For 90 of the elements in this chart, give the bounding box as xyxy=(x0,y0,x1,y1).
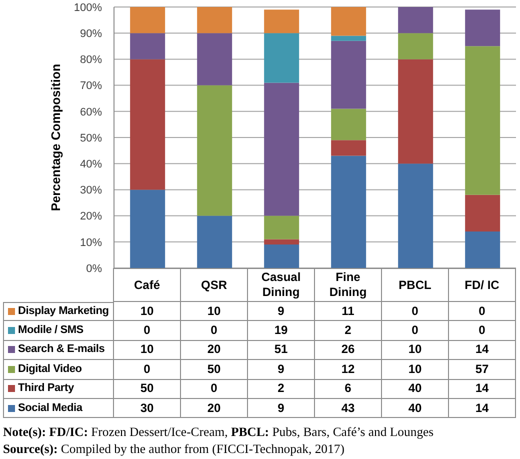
y-tick-label: 0% xyxy=(86,262,102,275)
y-axis-title: Percentage Composition xyxy=(49,64,63,212)
data-label: 40 xyxy=(382,399,449,418)
bar xyxy=(264,239,300,245)
bar xyxy=(130,7,166,34)
y-tick-label: 70% xyxy=(80,80,102,92)
bar xyxy=(264,244,300,268)
data-label: 50 xyxy=(181,360,248,380)
text: Note(s): FD/IC: Frozen Dessert/Ice-Cream, PBCL: Pubs, Bars, Café’s and Lounges xyxy=(3,425,434,440)
data-label: 12 xyxy=(315,360,382,380)
y-tick-label: 50% xyxy=(80,132,102,144)
x-tick-label: FD/ IC xyxy=(464,278,500,292)
data-label: 0 xyxy=(449,302,516,322)
bar xyxy=(331,7,366,36)
data-label: 0 xyxy=(382,302,449,322)
x-tick-label: PBCL xyxy=(398,278,432,292)
legend-label: Search & E-mails xyxy=(18,342,105,358)
y-tick-label: 60% xyxy=(80,106,102,118)
bar xyxy=(465,46,500,195)
data-label: 50 xyxy=(114,380,181,399)
data-label: 11 xyxy=(315,302,382,322)
data-label: 10 xyxy=(181,302,248,322)
data-label: 0 xyxy=(114,321,181,341)
data-label: 30 xyxy=(114,399,181,418)
data-label: 9 xyxy=(248,360,315,380)
bar xyxy=(197,85,232,216)
data-label: 6 xyxy=(315,380,382,399)
data-label: 10 xyxy=(114,340,181,360)
data-label: 9 xyxy=(248,399,315,418)
data-label: 0 xyxy=(382,321,449,341)
bar xyxy=(264,33,300,83)
data-label: 10 xyxy=(382,340,449,360)
data-label: 0 xyxy=(181,321,248,341)
y-tick-label: 40% xyxy=(80,158,102,171)
x-tick-label: Casual Dining xyxy=(260,270,302,300)
bar xyxy=(264,216,300,240)
bar xyxy=(331,156,366,268)
bar xyxy=(465,231,500,268)
bar xyxy=(331,36,366,41)
legend-label: Modile / SMS xyxy=(18,323,84,338)
bar xyxy=(398,33,434,60)
bar xyxy=(331,40,366,109)
bar xyxy=(331,140,366,156)
data-label: 2 xyxy=(315,321,382,341)
bar xyxy=(331,108,366,140)
bar xyxy=(130,190,166,268)
data-label: 10 xyxy=(114,302,181,322)
data-label: 9 xyxy=(248,302,315,322)
bar xyxy=(264,10,300,34)
legend-label: Third Party xyxy=(18,381,74,396)
bar xyxy=(130,59,166,190)
data-label: 57 xyxy=(449,360,516,380)
bar xyxy=(465,10,500,46)
data-label: 19 xyxy=(248,321,315,341)
x-tick-label: Café xyxy=(134,278,160,292)
bar xyxy=(264,82,300,216)
x-tick-label: QSR xyxy=(200,278,227,292)
source-note: Source(s): Compiled by the author from (FICCI-Technopak, 2017) xyxy=(3,442,344,456)
data-label: 14 xyxy=(449,399,516,418)
data-label: 0 xyxy=(181,380,248,399)
data-label: 14 xyxy=(449,340,516,360)
bar xyxy=(398,164,434,268)
y-tick-label: 90% xyxy=(80,28,102,40)
data-label: 0 xyxy=(449,321,516,341)
bar xyxy=(130,33,166,60)
bar xyxy=(197,7,232,34)
y-tick-label: 30% xyxy=(80,184,102,197)
legend-label: Display Marketing xyxy=(18,304,109,320)
data-label: 2 xyxy=(248,380,315,399)
data-label: 40 xyxy=(382,380,449,399)
data-label: 20 xyxy=(181,399,248,418)
bar xyxy=(398,7,434,34)
data-label: 51 xyxy=(248,340,315,360)
legend-label: Digital Video xyxy=(18,362,82,377)
bar xyxy=(465,194,500,232)
data-label: 0 xyxy=(114,360,181,380)
bar xyxy=(398,59,434,164)
data-label: 43 xyxy=(315,399,382,418)
y-tick-label: 10% xyxy=(80,236,102,249)
data-label: 20 xyxy=(181,340,248,360)
legend-label: Social Media xyxy=(18,400,82,416)
y-tick-label: 80% xyxy=(80,54,102,66)
x-tick-label: Fine Dining xyxy=(328,270,368,300)
data-label: 26 xyxy=(315,340,382,360)
y-tick-label: 20% xyxy=(80,210,102,223)
bar xyxy=(197,33,232,86)
y-tick-label: 100% xyxy=(74,2,102,14)
data-label: 10 xyxy=(382,360,449,380)
data-label: 14 xyxy=(449,380,516,399)
bar xyxy=(197,216,232,268)
